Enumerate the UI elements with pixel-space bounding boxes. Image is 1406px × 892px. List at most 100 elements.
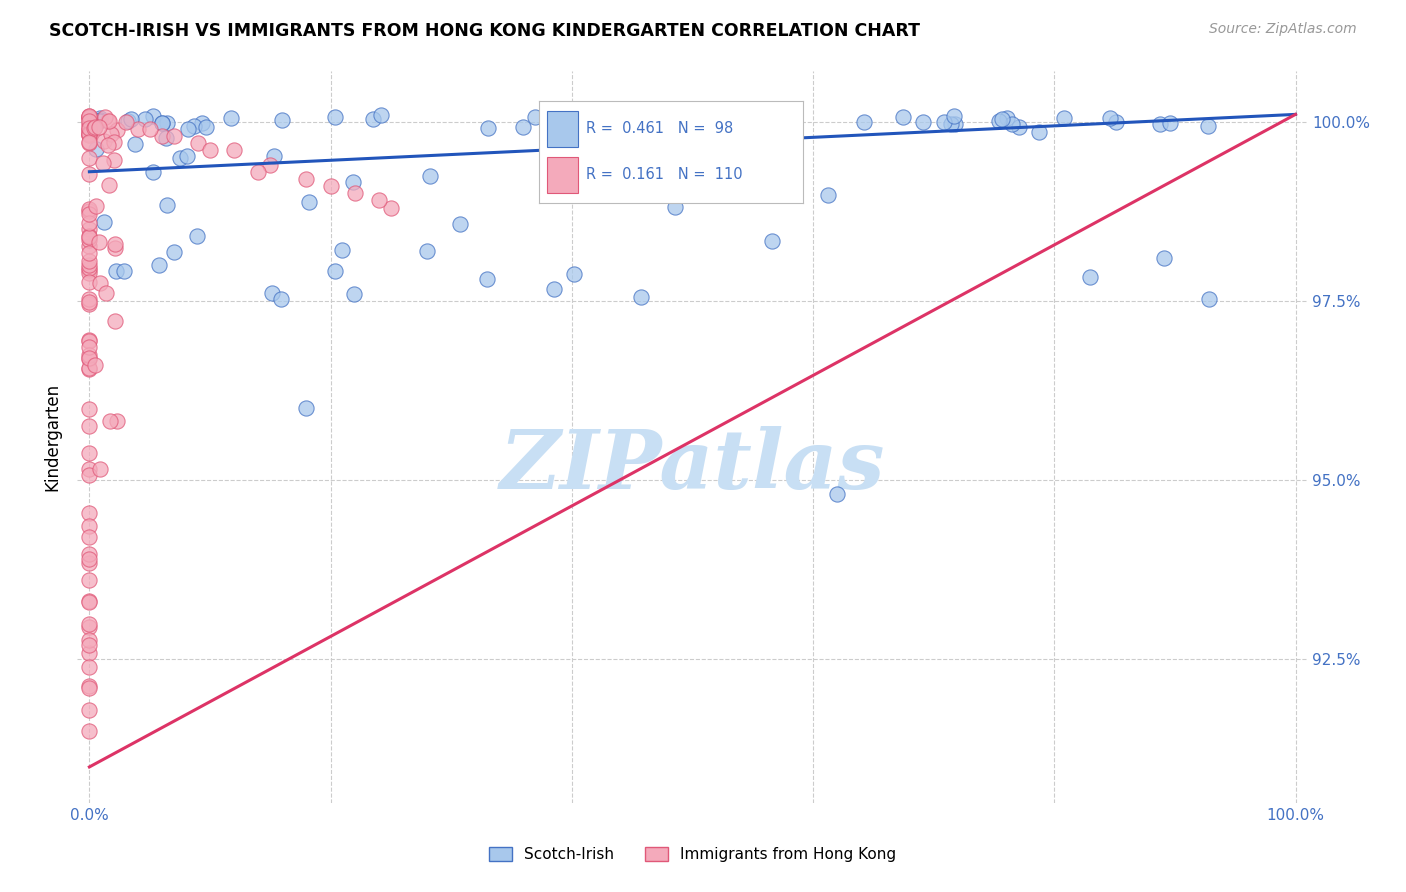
Point [380, 201, 402, 215]
Point [83, 120, 105, 134]
Point [342, 175, 364, 189]
Point [98, 114, 121, 128]
Point [79, 351, 101, 365]
Point [1149, 117, 1171, 131]
Point [79, 207, 101, 221]
Point [79, 724, 101, 739]
Point [79, 360, 101, 375]
Point [761, 235, 783, 249]
Point [79, 362, 101, 376]
Point [79, 262, 101, 277]
Point [79, 233, 101, 247]
Point [124, 136, 146, 151]
Point [84, 199, 107, 213]
Point [79, 461, 101, 475]
Point [79, 216, 101, 230]
Point [343, 287, 366, 301]
Point [83, 358, 105, 372]
Point [105, 414, 128, 428]
Point [630, 290, 652, 304]
Point [1008, 120, 1031, 134]
Point [127, 121, 149, 136]
Point [942, 109, 965, 123]
Point [79, 680, 101, 694]
Point [98, 178, 121, 193]
Point [169, 151, 191, 165]
Text: Source: ZipAtlas.com: Source: ZipAtlas.com [1209, 22, 1357, 37]
Point [419, 169, 441, 183]
Point [941, 117, 963, 131]
Point [79, 594, 101, 608]
Point [79, 128, 101, 143]
Point [783, 116, 806, 130]
Point [79, 340, 101, 354]
Point [79, 121, 101, 136]
Point [198, 143, 221, 157]
Point [105, 123, 128, 137]
Point [79, 616, 101, 631]
Point [79, 123, 101, 137]
Point [562, 267, 585, 281]
Point [702, 145, 724, 159]
Point [98, 414, 121, 428]
Point [104, 241, 127, 255]
Point [103, 135, 125, 149]
Point [79, 119, 101, 133]
Point [523, 110, 546, 124]
Point [477, 120, 499, 135]
Point [912, 115, 935, 129]
Point [79, 647, 101, 661]
Point [79, 110, 101, 124]
Point [709, 117, 731, 131]
Point [150, 116, 173, 130]
Point [323, 264, 346, 278]
Point [150, 128, 173, 143]
Point [176, 121, 198, 136]
Point [155, 131, 177, 145]
Point [943, 117, 966, 131]
Point [100, 127, 122, 141]
Legend: Scotch-Irish, Immigrants from Hong Kong: Scotch-Irish, Immigrants from Hong Kong [482, 841, 903, 868]
Point [79, 228, 101, 243]
Point [1197, 120, 1219, 134]
Point [117, 114, 139, 128]
Point [79, 620, 101, 634]
Point [79, 222, 101, 236]
Point [1105, 115, 1128, 129]
Point [995, 111, 1018, 125]
Point [79, 348, 101, 362]
Point [79, 110, 101, 124]
Point [93, 111, 115, 125]
Point [94, 285, 117, 300]
Point [89, 112, 111, 127]
Text: SCOTCH-IRISH VS IMMIGRANTS FROM HONG KONG KINDERGARTEN CORRELATION CHART: SCOTCH-IRISH VS IMMIGRANTS FROM HONG KON… [49, 22, 920, 40]
Point [194, 120, 217, 135]
Point [449, 217, 471, 231]
Point [1153, 251, 1175, 265]
Point [89, 462, 111, 476]
Point [934, 115, 956, 129]
Point [79, 702, 101, 716]
Point [817, 188, 839, 202]
Point [987, 114, 1010, 128]
Point [163, 128, 186, 143]
Point [104, 236, 127, 251]
Point [103, 153, 125, 167]
Point [259, 158, 281, 172]
Point [343, 186, 366, 201]
Point [295, 172, 318, 186]
Point [260, 285, 283, 300]
Point [176, 149, 198, 163]
Point [79, 531, 101, 545]
Point [79, 446, 101, 460]
Point [79, 351, 101, 366]
Point [112, 263, 135, 277]
Point [87, 235, 110, 250]
Point [105, 263, 128, 277]
Point [330, 244, 353, 258]
Point [79, 239, 101, 253]
Point [79, 595, 101, 609]
Point [79, 128, 101, 143]
Point [89, 276, 111, 290]
Point [271, 113, 294, 128]
